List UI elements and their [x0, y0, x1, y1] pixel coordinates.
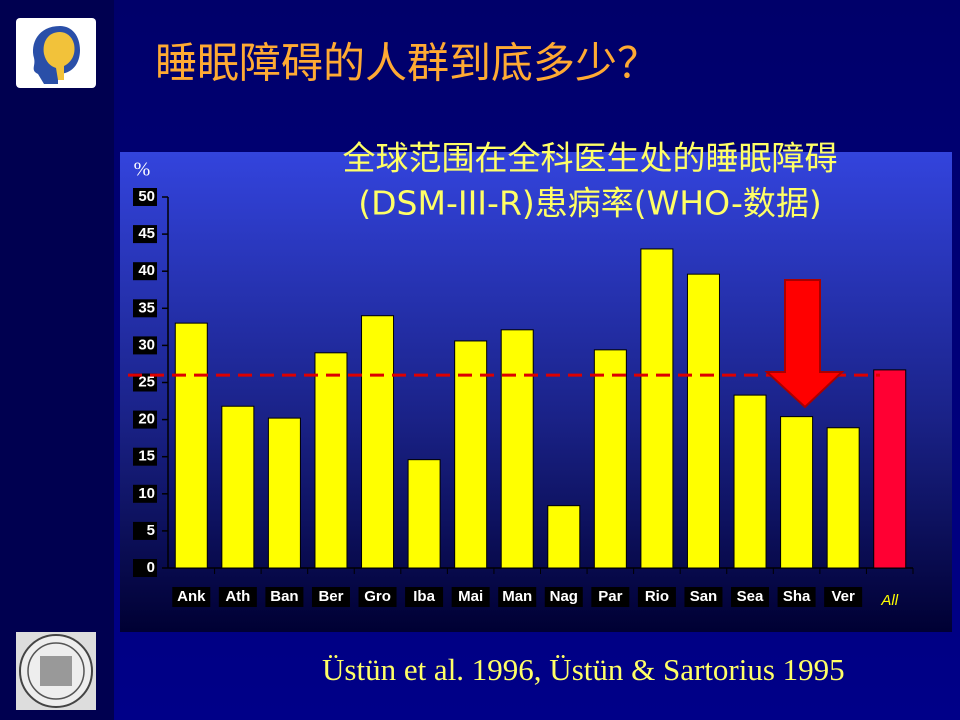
bar — [686, 273, 720, 569]
y-tick-label: 0 — [147, 559, 155, 576]
y-tick-label: 30 — [138, 336, 155, 353]
y-tick-box — [133, 225, 157, 244]
x-tick-label: Nag — [550, 588, 578, 605]
x-tick-box — [405, 587, 444, 607]
x-tick-box — [218, 587, 257, 607]
bar — [826, 427, 860, 569]
logo-bottom — [16, 632, 96, 710]
x-tick-box — [358, 587, 397, 607]
x-tick-box — [684, 587, 723, 607]
x-tick-label: Ank — [177, 588, 206, 605]
y-tick-label: 5 — [147, 522, 155, 539]
y-tick-label: 10 — [138, 485, 155, 502]
y-axis-label: % — [134, 159, 151, 181]
x-tick-label: Ban — [270, 588, 298, 605]
x-tick-box — [731, 587, 770, 607]
bar — [593, 349, 627, 569]
bar — [174, 322, 208, 569]
y-tick-box — [133, 262, 157, 281]
y-tick-label: 50 — [138, 188, 155, 205]
x-tick-box — [172, 587, 211, 607]
chart-subtitle: (DSM-III-R)患病率(WHO-数据) — [358, 184, 822, 223]
chart-title: 全球范围在全科医生处的睡眠障碍 — [343, 139, 838, 178]
y-tick-box — [133, 521, 157, 540]
y-tick-label: 25 — [138, 373, 155, 390]
x-tick-label: Rio — [645, 588, 669, 605]
logo-top — [16, 18, 96, 88]
y-tick-box — [133, 299, 157, 318]
x-tick-box — [311, 587, 350, 607]
bar — [547, 505, 581, 569]
x-tick-label: Man — [502, 588, 532, 605]
x-tick-label: All — [880, 592, 898, 609]
y-tick-label: 20 — [138, 411, 155, 428]
plot: 0 5 10 15 20 25 30 35 40 45 50 Ank Ath Ban Ber Gro Iba Ma… — [128, 188, 914, 609]
y-tick-label: 35 — [138, 299, 155, 316]
y-tick-box — [133, 336, 157, 355]
bar — [873, 369, 907, 569]
bar — [500, 329, 534, 569]
bar — [780, 416, 814, 569]
y-tick-box — [133, 410, 157, 429]
bar — [407, 459, 441, 569]
bar — [361, 315, 395, 569]
x-tick-box — [591, 587, 630, 607]
x-tick-box — [637, 587, 676, 607]
x-tick-box — [777, 587, 816, 607]
bar — [314, 352, 348, 569]
x-tick-label: Gro — [364, 588, 391, 605]
slide-title: 睡眠障碍的人群到底多少？ — [155, 39, 659, 88]
x-tick-label: Sha — [783, 588, 811, 605]
x-tick-label: Iba — [413, 588, 435, 605]
bar — [640, 248, 674, 569]
y-tick-box — [133, 373, 157, 392]
bar — [267, 417, 301, 569]
y-tick-label: 15 — [138, 448, 155, 465]
side-strip — [0, 0, 114, 720]
y-tick-box — [133, 559, 157, 577]
x-tick-label: Ber — [318, 588, 343, 605]
x-tick-label: Sea — [737, 588, 764, 605]
x-tick-box — [451, 587, 490, 607]
x-tick-box — [544, 587, 583, 607]
bar — [221, 405, 255, 569]
bar — [733, 394, 767, 569]
y-tick-label: 40 — [138, 262, 155, 279]
x-tick-box — [265, 587, 304, 607]
highlight-arrow — [764, 279, 845, 409]
y-tick-box — [133, 484, 157, 503]
citation: Üstün et al. 1996, Üstün & Sartorius 199… — [322, 652, 845, 687]
bar — [454, 340, 488, 569]
x-tick-box — [824, 587, 863, 607]
x-tick-label: Ath — [225, 588, 250, 605]
y-tick-label: 45 — [138, 225, 155, 242]
y-tick-box — [133, 188, 157, 206]
x-tick-box — [498, 587, 537, 607]
y-tick-box — [133, 447, 157, 466]
x-tick-label: San — [690, 588, 718, 605]
x-tick-label: Ver — [831, 588, 855, 605]
x-tick-label: Par — [598, 588, 622, 605]
x-tick-label: Mai — [458, 588, 483, 605]
